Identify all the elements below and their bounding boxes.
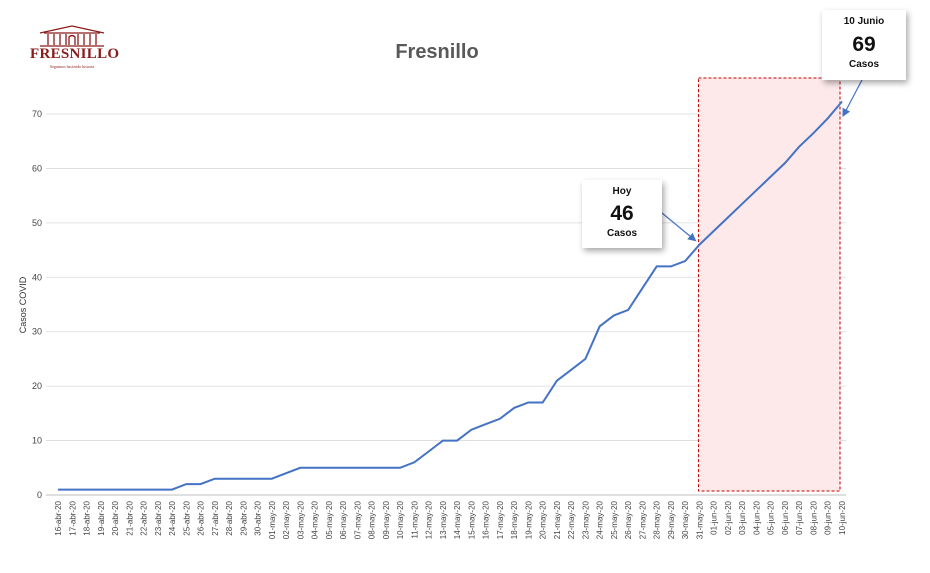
- x-tick-label: 22-abr-20: [140, 500, 149, 535]
- callout-junio-label: 10 Junio: [843, 16, 885, 27]
- x-tick-label: 04-may-20: [311, 500, 320, 539]
- x-tick-label: 28-abr-20: [225, 500, 234, 535]
- y-tick-label: 0: [37, 490, 42, 500]
- callout-junio-value: 69: [852, 33, 876, 56]
- y-tick-label: 20: [32, 381, 42, 391]
- y-tick-label: 10: [32, 436, 42, 446]
- arrow-junio: [842, 79, 863, 118]
- series-line-casos: [58, 100, 843, 491]
- x-tick-label: 31-may-20: [695, 500, 704, 539]
- x-tick-label: 20-may-20: [539, 500, 548, 539]
- x-tick-label: 13-may-20: [439, 500, 448, 539]
- x-tick-label: 23-abr-20: [154, 500, 163, 535]
- y-axis-label: Casos COVID: [18, 276, 28, 333]
- x-tick-label: 05-jun-20: [767, 500, 776, 534]
- x-tick-label: 17-abr-20: [68, 500, 77, 535]
- x-tick-label: 16-abr-20: [54, 500, 63, 535]
- callout-hoy: Hoy 46 Casos: [582, 180, 662, 248]
- x-tick-label: 20-abr-20: [111, 500, 120, 535]
- x-tick-label: 10-jun-20: [838, 500, 847, 534]
- callout-junio-unit: Casos: [848, 59, 879, 70]
- x-tick-label: 21-abr-20: [125, 500, 134, 535]
- x-tick-label: 01-may-20: [268, 500, 277, 539]
- x-tick-label: 03-jun-20: [738, 500, 747, 534]
- callout-10-junio: 10 Junio 69 Casos: [822, 10, 906, 80]
- x-tick-label: 16-may-20: [482, 500, 491, 539]
- x-tick-label: 08-jun-20: [809, 500, 818, 534]
- x-tick-label: 17-may-20: [496, 500, 505, 539]
- x-tick-label: 19-abr-20: [97, 500, 106, 535]
- callout-hoy-value: 46: [610, 202, 634, 225]
- x-tick-label: 06-jun-20: [781, 500, 790, 534]
- x-tick-label: 22-may-20: [567, 500, 576, 539]
- x-tick-label: 09-may-20: [382, 500, 391, 539]
- x-axis-ticks: 16-abr-20 17-abr-20 18-abr-20 19-abr-20 20-a…: [54, 500, 847, 539]
- x-tick-label: 06-may-20: [339, 500, 348, 539]
- x-tick-label: 01-jun-20: [710, 500, 719, 534]
- x-tick-label: 02-jun-20: [724, 500, 733, 534]
- x-tick-label: 29-may-20: [667, 500, 676, 539]
- grid-lines: [46, 113, 846, 441]
- x-tick-label: 26-may-20: [624, 500, 633, 539]
- x-tick-label: 12-may-20: [425, 500, 434, 539]
- chart-title: Fresnillo: [395, 41, 478, 63]
- x-tick-label: 25-may-20: [610, 500, 619, 539]
- callout-hoy-unit: Casos: [606, 228, 637, 239]
- x-tick-label: 05-may-20: [325, 500, 334, 539]
- x-tick-label: 24-may-20: [596, 500, 605, 539]
- y-tick-label: 50: [32, 218, 42, 228]
- x-tick-label: 26-abr-20: [197, 500, 206, 535]
- building-icon: [39, 25, 105, 47]
- logo-tagline: Seguimos haciendo historia: [49, 64, 95, 69]
- x-tick-label: 18-may-20: [510, 500, 519, 539]
- x-tick-label: 29-abr-20: [239, 500, 248, 535]
- y-tick-label: 70: [32, 109, 42, 119]
- x-tick-label: 23-may-20: [581, 500, 590, 539]
- x-tick-label: 30-abr-20: [254, 500, 263, 535]
- x-tick-label: 07-jun-20: [795, 500, 804, 534]
- x-tick-label: 10-may-20: [396, 500, 405, 539]
- x-tick-label: 28-may-20: [653, 500, 662, 539]
- projection-region: [697, 77, 841, 492]
- y-tick-label: 60: [32, 163, 42, 173]
- arrow-hoy: [661, 212, 697, 242]
- logo-text: FRESNILLO: [30, 46, 120, 62]
- x-tick-label: 14-may-20: [453, 500, 462, 539]
- x-tick-label: 27-abr-20: [211, 500, 220, 535]
- x-tick-label: 03-may-20: [296, 500, 305, 539]
- x-tick-label: 09-jun-20: [824, 500, 833, 534]
- x-tick-label: 21-may-20: [553, 500, 562, 539]
- x-tick-label: 19-may-20: [524, 500, 533, 539]
- x-tick-label: 08-may-20: [368, 500, 377, 539]
- fresnillo-logo: FRESNILLO Seguimos haciendo historia: [30, 24, 120, 70]
- y-tick-label: 30: [32, 327, 42, 337]
- x-tick-label: 24-abr-20: [168, 500, 177, 535]
- x-tick-label: 27-may-20: [638, 500, 647, 539]
- x-tick-label: 02-may-20: [282, 500, 291, 539]
- x-tick-label: 15-may-20: [467, 500, 476, 539]
- x-tick-label: 04-jun-20: [752, 500, 761, 534]
- x-tick-label: 11-may-20: [410, 500, 419, 538]
- x-tick-label: 30-may-20: [681, 500, 690, 539]
- x-tick-label: 18-abr-20: [83, 500, 92, 535]
- x-tick-label: 25-abr-20: [182, 500, 191, 535]
- x-tick-label: 07-may-20: [353, 500, 362, 539]
- y-tick-label: 40: [32, 272, 42, 282]
- y-axis-ticks: 0 10 20 30 40 50 60 70: [32, 109, 42, 500]
- callout-hoy-label: Hoy: [612, 186, 632, 197]
